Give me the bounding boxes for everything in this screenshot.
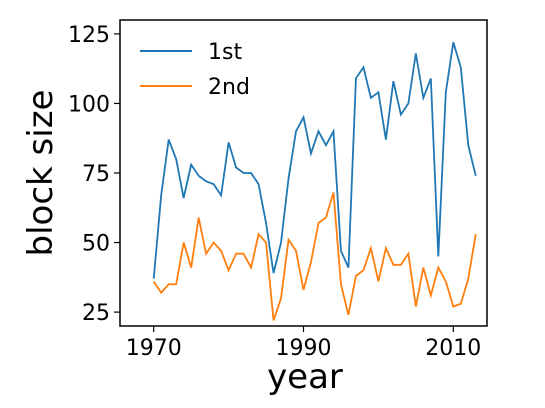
y-tick-label: 50	[82, 232, 110, 257]
y-tick-label: 25	[82, 301, 110, 326]
y-tick-label: 75	[82, 162, 110, 187]
x-tick-label: 1990	[276, 336, 332, 361]
series-layer	[152, 41, 477, 321]
y-axis-ticks: 25 50 75 100 125	[68, 23, 120, 326]
x-axis-label: year	[267, 357, 343, 397]
x-tick-label: 1970	[126, 336, 182, 361]
plot-area	[119, 19, 488, 327]
legend: 1st 2nd	[140, 40, 250, 100]
y-axis-label: block size	[21, 90, 61, 257]
y-tick-label: 100	[68, 92, 110, 117]
x-axis-ticks: 1970 1990 2010	[126, 326, 481, 361]
legend-label-1st: 1st	[208, 40, 242, 65]
y-tick-label: 125	[68, 23, 110, 48]
legend-label-2nd: 2nd	[208, 75, 250, 100]
series-line-2nd	[152, 192, 477, 321]
x-tick-label: 2010	[425, 336, 481, 361]
series-line-1st	[152, 41, 477, 279]
